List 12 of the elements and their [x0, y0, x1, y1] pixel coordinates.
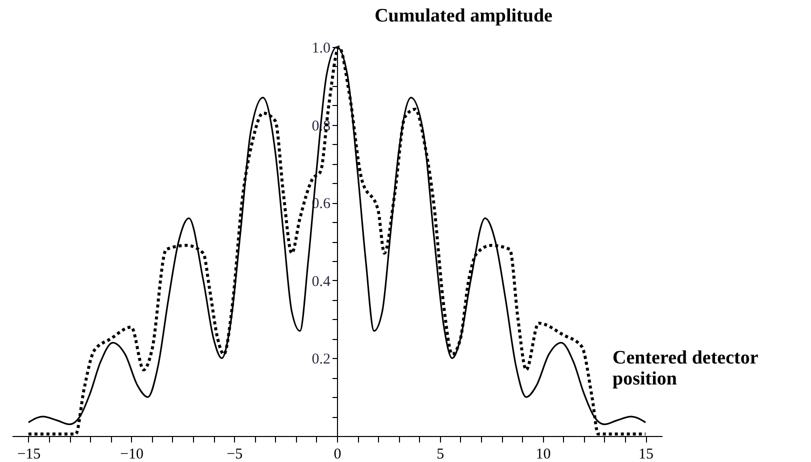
y-axis-title: Cumulated amplitude	[374, 6, 552, 26]
y-tick-label: 1.0	[312, 40, 330, 56]
x-axis-title: Centered detector position	[612, 348, 759, 390]
x-tick-label: −15	[17, 446, 41, 462]
x-tick-label: 10	[536, 446, 551, 462]
x-tick-label: −10	[120, 446, 144, 462]
y-tick-label: 0.4	[312, 274, 331, 290]
x-tick-label: 0	[334, 446, 342, 462]
y-tick-label: 0.2	[312, 352, 330, 368]
x-tick-label: −5	[226, 446, 243, 462]
x-tick-label: 5	[436, 446, 444, 462]
x-tick-label: 15	[638, 446, 654, 462]
